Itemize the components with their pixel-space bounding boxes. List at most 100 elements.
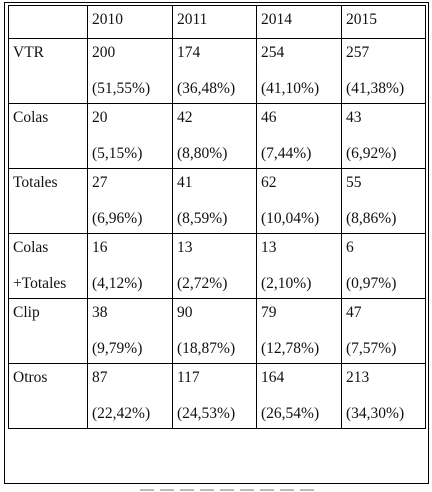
- clipped-caption-line: [140, 486, 320, 492]
- row-label: Totales: [8, 168, 88, 234]
- table-frame: [4, 2, 429, 484]
- percent-value: (8,59%): [177, 210, 228, 227]
- row-label-text: Otros: [13, 369, 48, 386]
- data-table: 2010 2011 2014 2015 VTR 200 (51,55%) 174 (…: [8, 5, 426, 429]
- data-cell: 20 (5,15%): [87, 103, 173, 169]
- year-header: 2015: [341, 5, 426, 39]
- percent-value: (18,87%): [177, 340, 236, 357]
- percent-value: (24,53%): [177, 405, 236, 422]
- percent-value: (41,10%): [261, 80, 320, 97]
- percent-value: (7,44%): [261, 145, 312, 162]
- percent-value: (6,96%): [92, 210, 143, 227]
- data-cell: 41 (8,59%): [172, 168, 257, 234]
- count-value: 41: [177, 174, 193, 191]
- percent-value: (0,97%): [346, 275, 397, 292]
- data-cell: 27 (6,96%): [87, 168, 173, 234]
- header-row: 2010 2011 2014 2015: [8, 5, 426, 39]
- count-value: 46: [261, 109, 277, 126]
- count-value: 117: [177, 369, 200, 386]
- count-value: 55: [346, 174, 362, 191]
- data-cell: 200 (51,55%): [87, 38, 173, 104]
- caption-fragment: [140, 489, 320, 491]
- data-cell: 46 (7,44%): [256, 103, 342, 169]
- count-value: 213: [346, 369, 370, 386]
- percent-value: (8,86%): [346, 210, 397, 227]
- data-cell: 38 (9,79%): [87, 298, 173, 364]
- table-row: Otros 87 (22,42%) 117 (24,53%) 164 (26,54%)…: [8, 363, 426, 429]
- count-value: 38: [92, 304, 108, 321]
- percent-value: (2,72%): [177, 275, 228, 292]
- data-cell: 87 (22,42%): [87, 363, 173, 429]
- percent-value: (51,55%): [92, 80, 151, 97]
- percent-value: (10,04%): [261, 210, 320, 227]
- row-label: Colas: [8, 103, 88, 169]
- percent-value: (26,54%): [261, 405, 320, 422]
- count-value: 164: [261, 369, 285, 386]
- row-label-text: VTR: [13, 44, 44, 61]
- percent-value: (2,10%): [261, 275, 312, 292]
- percent-value: (4,12%): [92, 275, 143, 292]
- count-value: 200: [92, 44, 116, 61]
- data-cell: 257 (41,38%): [341, 38, 426, 104]
- data-cell: 90 (18,87%): [172, 298, 257, 364]
- count-value: 174: [177, 44, 201, 61]
- percent-value: (22,42%): [92, 405, 151, 422]
- row-label-text: Totales: [13, 174, 58, 191]
- data-cell: 13 (2,10%): [256, 233, 342, 299]
- row-label: Otros: [8, 363, 88, 429]
- data-cell: 254 (41,10%): [256, 38, 342, 104]
- count-value: 13: [177, 239, 193, 256]
- row-label-text-continued: +Totales: [13, 275, 67, 292]
- count-value: 257: [346, 44, 370, 61]
- count-value: 43: [346, 109, 362, 126]
- percent-value: (36,48%): [177, 80, 236, 97]
- row-label-text: Clip: [13, 304, 40, 321]
- data-cell: 62 (10,04%): [256, 168, 342, 234]
- count-value: 47: [346, 304, 362, 321]
- data-cell: 117 (24,53%): [172, 363, 257, 429]
- table-row: Colas +Totales 16 (4,12%) 13 (2,72%) 13 (2,…: [8, 233, 426, 299]
- row-label-text: Colas: [13, 109, 49, 126]
- count-value: 79: [261, 304, 277, 321]
- table-row: Clip 38 (9,79%) 90 (18,87%) 79 (12,78%) 47 (…: [8, 298, 426, 364]
- year-header: 2010: [87, 5, 173, 39]
- data-cell: 43 (6,92%): [341, 103, 426, 169]
- year-header: 2014: [256, 5, 342, 39]
- data-cell: 13 (2,72%): [172, 233, 257, 299]
- percent-value: (8,80%): [177, 145, 228, 162]
- count-value: 16: [92, 239, 108, 256]
- row-label: VTR: [8, 38, 88, 104]
- count-value: 254: [261, 44, 285, 61]
- percent-value: (41,38%): [346, 80, 405, 97]
- count-value: 6: [346, 239, 354, 256]
- percent-value: (9,79%): [92, 340, 143, 357]
- data-cell: 16 (4,12%): [87, 233, 173, 299]
- data-cell: 55 (8,86%): [341, 168, 426, 234]
- percent-value: (12,78%): [261, 340, 320, 357]
- table-row: VTR 200 (51,55%) 174 (36,48%) 254 (41,10%) …: [8, 38, 426, 104]
- data-cell: 164 (26,54%): [256, 363, 342, 429]
- data-cell: 213 (34,30%): [341, 363, 426, 429]
- count-value: 20: [92, 109, 108, 126]
- percent-value: (5,15%): [92, 145, 143, 162]
- table-row: Totales 27 (6,96%) 41 (8,59%) 62 (10,04%) 5…: [8, 168, 426, 234]
- data-cell: 47 (7,57%): [341, 298, 426, 364]
- data-cell: 79 (12,78%): [256, 298, 342, 364]
- row-label: Clip: [8, 298, 88, 364]
- count-value: 42: [177, 109, 193, 126]
- percent-value: (34,30%): [346, 405, 405, 422]
- table-row: Colas 20 (5,15%) 42 (8,80%) 46 (7,44%) 43 (6…: [8, 103, 426, 169]
- count-value: 13: [261, 239, 277, 256]
- data-cell: 42 (8,80%): [172, 103, 257, 169]
- row-label-text: Colas: [13, 239, 49, 256]
- count-value: 90: [177, 304, 193, 321]
- percent-value: (6,92%): [346, 145, 397, 162]
- percent-value: (7,57%): [346, 340, 397, 357]
- corner-cell: [8, 5, 88, 39]
- data-cell: 6 (0,97%): [341, 233, 426, 299]
- count-value: 87: [92, 369, 108, 386]
- data-cell: 174 (36,48%): [172, 38, 257, 104]
- count-value: 27: [92, 174, 108, 191]
- row-label: Colas +Totales: [8, 233, 88, 299]
- year-header: 2011: [172, 5, 257, 39]
